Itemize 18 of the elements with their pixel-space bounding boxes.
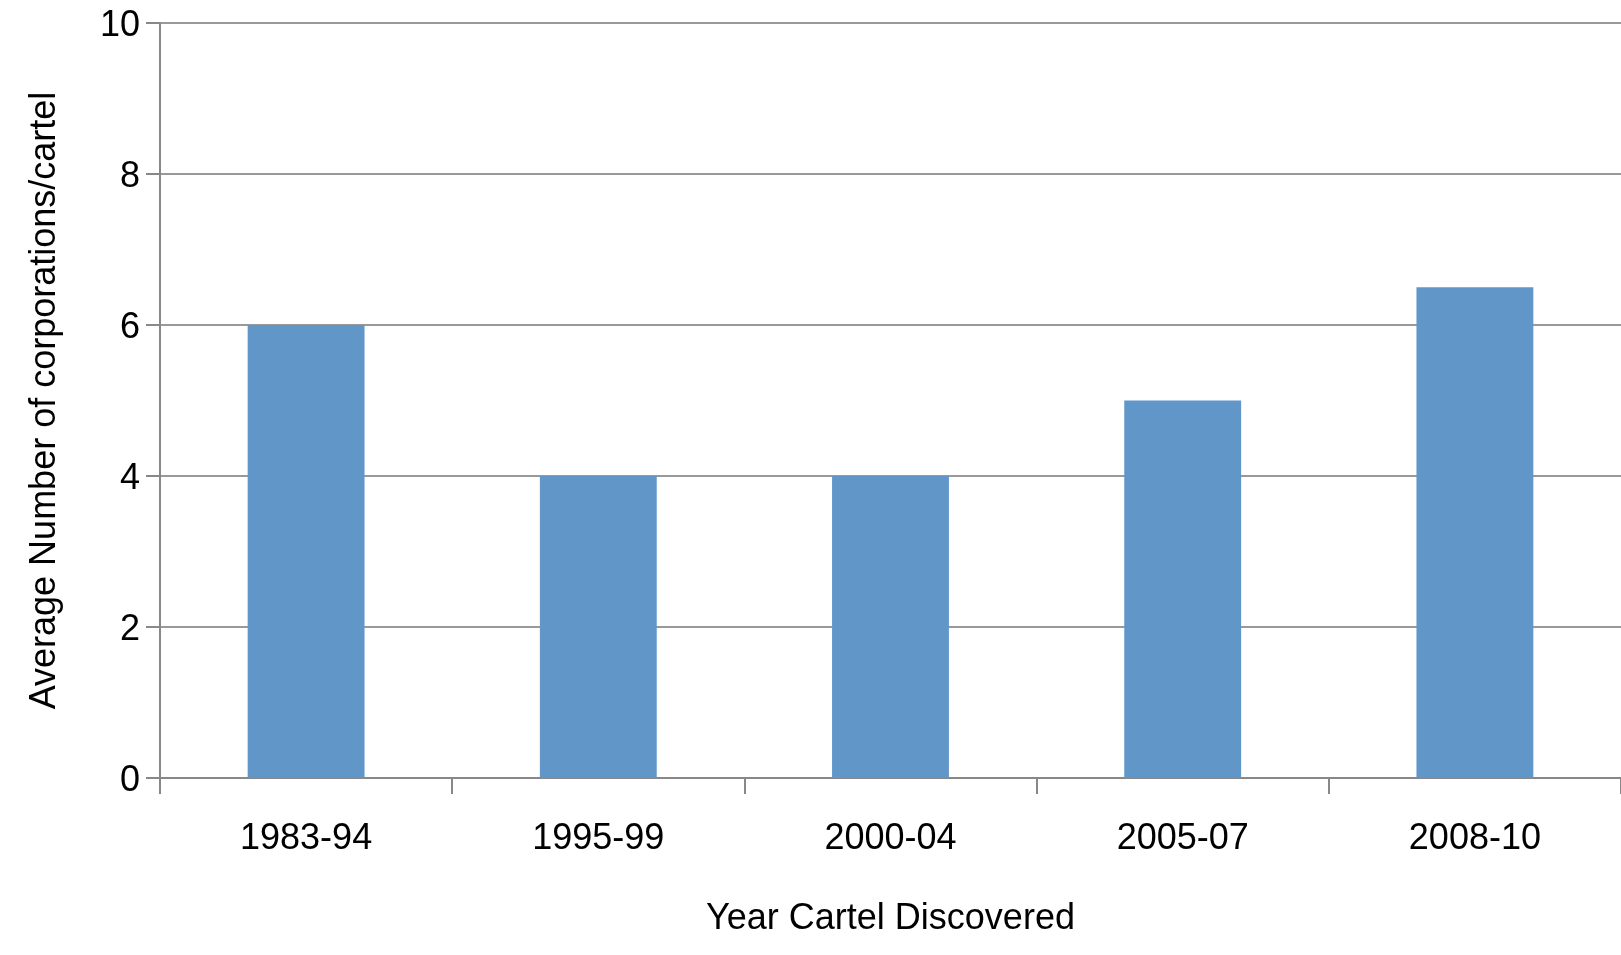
bar [247, 325, 365, 778]
y-axis-title: Average Number of corporations/cartel [21, 91, 63, 710]
y-tick-label: 0 [119, 757, 140, 799]
x-axis-title: Year Cartel Discovered [706, 895, 1075, 937]
bar [832, 476, 949, 778]
bar [539, 476, 657, 778]
y-tick-label: 8 [119, 153, 140, 195]
x-tick-label: 2008-10 [1408, 815, 1541, 857]
y-tick-label: 10 [99, 2, 140, 44]
y-tick-label: 6 [119, 304, 140, 346]
x-tick-label: 2005-07 [1116, 815, 1249, 857]
y-tick-label: 2 [119, 606, 140, 648]
x-tick-label: 1983-94 [240, 815, 373, 857]
x-tick-label: 2000-04 [824, 815, 957, 857]
y-tick-label: 4 [119, 455, 140, 497]
bar [1124, 400, 1242, 778]
bar [1416, 287, 1534, 778]
x-tick-label: 1995-99 [532, 815, 665, 857]
